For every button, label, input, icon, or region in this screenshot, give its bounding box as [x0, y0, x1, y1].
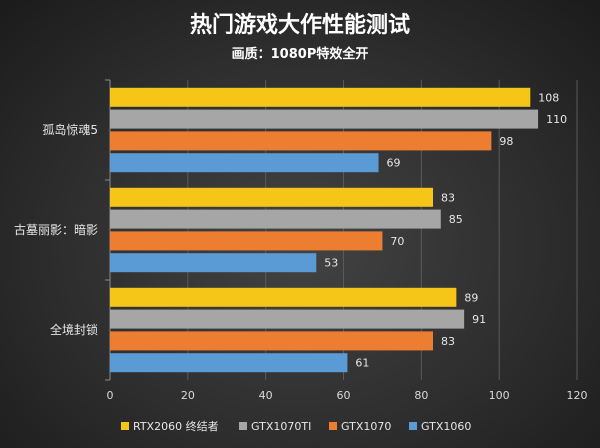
x-tick-label: 100: [489, 389, 510, 402]
category-label: 古墓丽影：暗影: [14, 222, 98, 237]
bar: [110, 331, 434, 351]
legend-label: RTX2060 终结者: [133, 419, 219, 433]
label-layer: 0 20 40 60 80 100 120 孤岛惊魂5 108 110 98 69 古墓丽影：暗影 83 8…: [14, 91, 588, 402]
x-tick-label: 0: [107, 389, 114, 402]
legend-swatch: [329, 422, 337, 430]
x-tick-label: 120: [567, 389, 588, 402]
category-label: 全境封锁: [50, 322, 98, 337]
grid-layer: [105, 79, 578, 381]
legend-label: GTX1070: [341, 420, 391, 433]
data-label: 53: [324, 257, 338, 270]
data-label: 69: [387, 157, 401, 170]
data-label: 70: [390, 235, 404, 248]
data-label: 91: [472, 313, 486, 326]
bar: [110, 309, 465, 329]
bar: [110, 131, 492, 151]
chart-title: 热门游戏大作性能测试: [190, 12, 410, 38]
legend-swatch: [121, 422, 129, 430]
legend-swatch: [409, 422, 417, 430]
bar: [110, 253, 317, 273]
chart-subtitle: 画质：1080P特效全开: [232, 46, 369, 62]
bar: [110, 153, 379, 173]
data-label: 83: [441, 191, 455, 204]
bar: [110, 231, 383, 251]
data-label: 83: [441, 335, 455, 348]
x-tick-label: 80: [414, 389, 428, 402]
data-label: 108: [538, 91, 559, 104]
bar: [110, 287, 457, 307]
legend-label: GTX1060: [421, 420, 471, 433]
data-label: 61: [355, 357, 369, 370]
bar: [110, 353, 348, 373]
data-label: 98: [499, 135, 513, 148]
bar: [110, 109, 539, 129]
legend-label: GTX1070TI: [251, 420, 311, 433]
bar-layer: [110, 87, 539, 373]
legend-swatch: [239, 422, 247, 430]
x-tick-label: 60: [337, 389, 351, 402]
legend: RTX2060 终结者 GTX1070TI GTX1070 GTX1060: [121, 419, 471, 433]
bar: [110, 87, 531, 107]
x-tick-label: 20: [181, 389, 195, 402]
bar: [110, 209, 441, 229]
bar: [110, 187, 434, 207]
data-label: 89: [464, 291, 478, 304]
data-label: 85: [449, 213, 463, 226]
category-label: 孤岛惊魂5: [42, 122, 98, 137]
x-tick-label: 40: [259, 389, 273, 402]
data-label: 110: [546, 113, 567, 126]
